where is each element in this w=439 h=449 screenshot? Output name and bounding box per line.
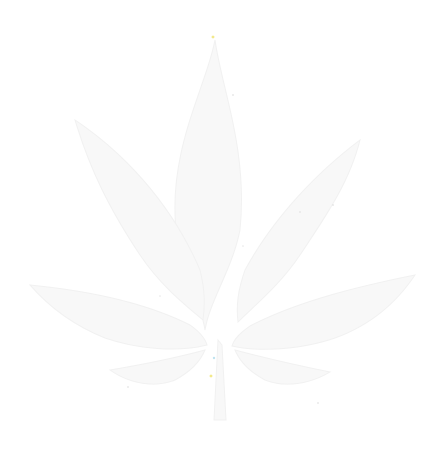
leaflet-upper-right [236,138,361,324]
speck-grey-2 [332,204,334,206]
leaflet-lower-right [231,274,417,350]
speck-blue-bottom [212,356,216,360]
speck-yellow-top [211,35,215,39]
specks [127,35,334,404]
leaflet-bottom-right [234,349,332,385]
speck-yellow-bottom [209,374,213,378]
speck-grey-3 [299,211,301,213]
speck-grey-4 [127,386,129,388]
speck-grey-5 [317,402,319,404]
speck-grey-7 [159,295,161,297]
leaflet-upper-left [74,118,205,321]
speck-grey-1 [232,94,234,96]
leaflet-lower-left [28,284,208,350]
stem [213,338,227,421]
leaflet-bottom-left [108,349,206,385]
speck-grey-6 [242,245,244,247]
faint-leaf-shape [28,39,417,421]
